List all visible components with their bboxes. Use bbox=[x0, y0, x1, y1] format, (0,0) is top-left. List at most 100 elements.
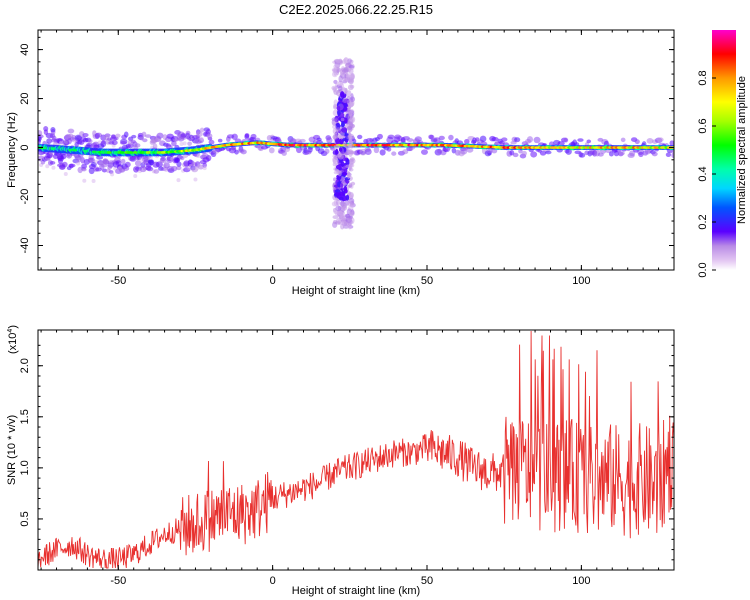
heat-cell bbox=[343, 67, 349, 73]
heat-cell bbox=[171, 165, 178, 172]
snr-y-multiplier: (x104) bbox=[7, 325, 19, 354]
heat-cell bbox=[665, 152, 672, 158]
heat-cell bbox=[120, 158, 126, 165]
snr-x-tick-label: 0 bbox=[270, 575, 276, 587]
heat-cell bbox=[533, 136, 541, 144]
heat-cell bbox=[509, 150, 515, 156]
heat-cell bbox=[142, 138, 148, 143]
snr-x-ticks: -50 0 50 100 bbox=[40, 330, 675, 587]
snr-line-area bbox=[38, 330, 674, 569]
heat-cell bbox=[148, 155, 153, 160]
snr-y-tick-label: 2.0 bbox=[19, 358, 31, 373]
heat-cell bbox=[651, 151, 658, 157]
heat-cell bbox=[335, 205, 342, 212]
heat-cell bbox=[335, 164, 342, 170]
heat-cell bbox=[134, 143, 141, 148]
heat-cell bbox=[335, 148, 339, 156]
heat-cell bbox=[629, 150, 636, 157]
heat-cell bbox=[342, 225, 350, 229]
heat-cell bbox=[545, 150, 552, 155]
heat-cell bbox=[38, 136, 42, 141]
snr-x-tick-label: 50 bbox=[421, 575, 433, 587]
heat-cell bbox=[123, 131, 129, 138]
heat-cell bbox=[586, 139, 592, 144]
heat-cell bbox=[179, 156, 185, 161]
heat-cell bbox=[346, 184, 351, 189]
spectrogram-x-label: Height of straight line (km) bbox=[292, 285, 420, 297]
spectrogram-y-tick-label: -40 bbox=[19, 238, 31, 254]
snr-x-tick-label: 100 bbox=[572, 575, 590, 587]
heat-cell bbox=[332, 219, 338, 225]
heat-cell bbox=[364, 148, 372, 155]
heat-cell bbox=[145, 134, 152, 138]
heat-cell bbox=[63, 171, 68, 176]
snr-y-label: SNR (10 * v/v) bbox=[6, 415, 18, 485]
heat-cell bbox=[348, 64, 355, 69]
heat-cell bbox=[83, 149, 88, 153]
heat-cell bbox=[347, 99, 352, 106]
heat-cell bbox=[577, 138, 584, 142]
heat-cell bbox=[565, 148, 572, 155]
heat-cell bbox=[101, 140, 106, 145]
heat-cell bbox=[521, 150, 527, 156]
heat-cell bbox=[464, 139, 470, 145]
heat-cell bbox=[146, 166, 154, 172]
heat-cell bbox=[338, 210, 343, 216]
spectrogram-y-label: Frequency (Hz) bbox=[6, 112, 18, 188]
heat-cell bbox=[133, 174, 138, 179]
heat-cell bbox=[100, 163, 108, 168]
heat-cell bbox=[338, 196, 344, 201]
heat-cell bbox=[345, 158, 350, 166]
heat-cell bbox=[332, 156, 339, 163]
heat-cell bbox=[638, 151, 644, 158]
heat-cell bbox=[402, 149, 409, 155]
heat-cell bbox=[43, 126, 49, 132]
heat-cell bbox=[343, 186, 348, 192]
heat-cell bbox=[337, 109, 341, 117]
heat-cell bbox=[195, 131, 203, 137]
heat-cell bbox=[171, 140, 177, 147]
colorbar-tick-label: 0.2 bbox=[697, 214, 709, 229]
heat-cell bbox=[100, 151, 106, 154]
heat-cell bbox=[231, 133, 238, 140]
spectrogram-x-tick-label: 50 bbox=[421, 275, 433, 287]
heat-cell bbox=[193, 177, 198, 182]
spectrogram-heatmap bbox=[38, 57, 674, 230]
heat-cell bbox=[340, 161, 345, 167]
heat-cell bbox=[153, 169, 160, 174]
heat-cell bbox=[345, 194, 350, 201]
heat-cell bbox=[95, 132, 103, 138]
heat-cell bbox=[338, 75, 343, 83]
heat-cell bbox=[152, 143, 158, 150]
heat-cell bbox=[333, 99, 338, 106]
heat-cell bbox=[49, 161, 56, 165]
heat-cell bbox=[341, 204, 346, 211]
heat-cell bbox=[357, 134, 363, 140]
heat-cell bbox=[111, 140, 118, 146]
heat-cell bbox=[206, 133, 213, 139]
heat-cell bbox=[346, 172, 351, 179]
heat-cell bbox=[479, 135, 487, 143]
heat-cell bbox=[81, 167, 87, 172]
heat-cell bbox=[669, 140, 674, 147]
snr-frame bbox=[37, 329, 675, 571]
heat-cell bbox=[46, 138, 53, 144]
heat-cell bbox=[347, 84, 354, 91]
heat-cell bbox=[340, 91, 345, 98]
heat-cell bbox=[72, 148, 78, 152]
spectrogram-y-tick-label: 20 bbox=[19, 92, 31, 104]
heat-cell bbox=[332, 86, 337, 93]
heat-cell bbox=[217, 138, 223, 143]
heat-cell bbox=[82, 178, 87, 183]
heat-cell bbox=[159, 158, 167, 163]
heat-cell bbox=[268, 147, 275, 154]
heat-cell bbox=[81, 163, 87, 169]
heat-cell bbox=[120, 141, 127, 145]
spectrogram-y-ticks: -40 -20 0 20 40 bbox=[19, 36, 674, 271]
snr-y-tick-label: 0.5 bbox=[19, 511, 31, 526]
heat-cell bbox=[82, 132, 89, 138]
heat-cell bbox=[339, 182, 344, 188]
heat-cell bbox=[281, 150, 287, 156]
heat-cell bbox=[334, 189, 341, 193]
